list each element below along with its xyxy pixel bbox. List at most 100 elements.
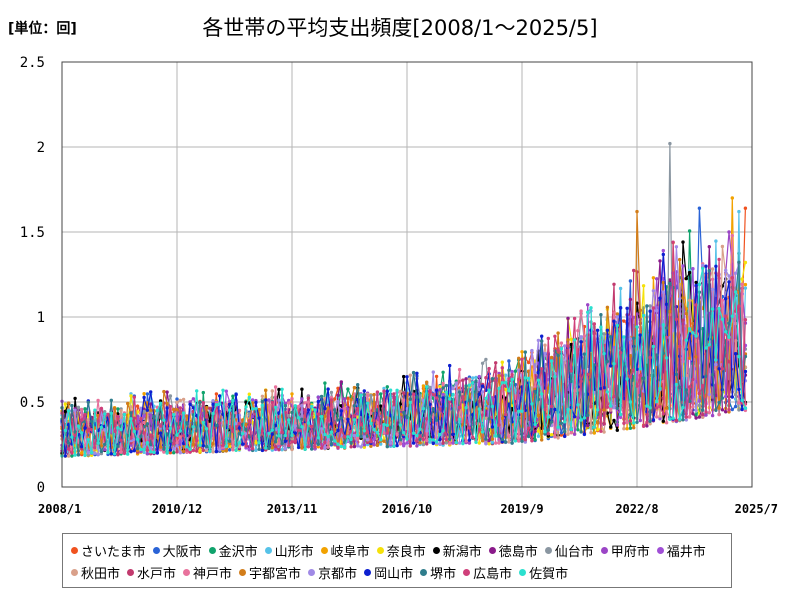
data-point: [329, 442, 334, 446]
data-point: [480, 430, 485, 434]
data-point: [241, 432, 245, 436]
data-point: [155, 408, 159, 413]
data-point: [277, 387, 281, 392]
data-point: [641, 284, 646, 288]
data-point: [464, 439, 468, 443]
data-point: [605, 328, 610, 332]
data-point: [691, 321, 695, 326]
data-point: [323, 432, 327, 437]
data-point: [691, 412, 695, 416]
data-point: [323, 381, 327, 385]
data-point: [362, 435, 366, 439]
data-point: [418, 437, 422, 442]
data-point: [678, 344, 682, 349]
data-point: [273, 405, 278, 409]
data-point: [638, 308, 642, 312]
data-point: [526, 369, 531, 373]
data-point: [454, 440, 458, 445]
data-point: [500, 440, 504, 444]
data-point: [497, 374, 501, 378]
data-point: [372, 437, 376, 441]
data-point: [158, 424, 163, 428]
data-point: [231, 394, 235, 398]
data-point: [349, 441, 353, 445]
data-point: [641, 376, 646, 381]
data-point: [369, 444, 373, 448]
data-point: [109, 398, 114, 402]
data-point: [507, 377, 511, 381]
data-point: [628, 375, 633, 379]
data-point: [645, 304, 649, 308]
data-point: [661, 412, 665, 416]
data-point: [260, 399, 265, 404]
data-point: [398, 423, 403, 427]
data-point: [480, 439, 485, 443]
data-point: [632, 368, 636, 372]
data-point: [457, 417, 462, 422]
data-point: [260, 429, 265, 433]
data-point: [648, 309, 652, 313]
data-point: [172, 447, 176, 451]
data-point: [477, 399, 481, 404]
data-point: [556, 348, 560, 352]
data-point: [687, 229, 692, 233]
legend-marker: [488, 546, 496, 554]
data-point: [319, 414, 324, 419]
data-point: [224, 449, 228, 453]
y-tick-label: 2: [37, 140, 45, 156]
data-point: [356, 436, 360, 441]
data-point: [599, 313, 603, 317]
data-point: [540, 438, 544, 442]
data-point: [609, 407, 613, 411]
data-point: [441, 392, 445, 397]
data-point: [474, 379, 478, 383]
data-point: [66, 454, 71, 458]
data-point: [365, 430, 370, 434]
data-point: [441, 441, 445, 445]
data-point: [267, 398, 271, 402]
data-point: [664, 356, 669, 360]
data-point: [211, 411, 215, 416]
data-point: [612, 406, 616, 410]
data-point: [743, 369, 748, 374]
data-point: [645, 404, 649, 408]
data-point: [484, 376, 488, 380]
data-point: [365, 438, 370, 442]
data-point: [477, 374, 481, 379]
data-point: [106, 450, 110, 455]
data-point: [142, 450, 146, 454]
data-point: [566, 344, 570, 348]
data-point: [418, 394, 422, 398]
legend-label: 金沢市: [218, 544, 258, 560]
legend-item: 水戸市: [127, 561, 176, 583]
data-point: [530, 427, 534, 431]
data-point: [122, 451, 127, 455]
data-point: [402, 431, 406, 435]
data-point: [572, 389, 577, 393]
legend-marker: [183, 568, 191, 576]
data-point: [188, 431, 192, 435]
data-point: [490, 440, 495, 444]
data-point: [612, 418, 616, 423]
data-point: [149, 402, 153, 406]
data-point: [204, 444, 209, 449]
data-point: [428, 385, 432, 390]
data-point: [250, 398, 255, 402]
data-point: [66, 423, 71, 427]
data-point: [178, 398, 182, 403]
data-point: [461, 395, 465, 399]
data-point: [599, 387, 603, 391]
data-point: [530, 386, 534, 390]
data-point: [444, 390, 449, 394]
data-point: [112, 452, 117, 456]
data-point: [303, 408, 307, 412]
data-point: [86, 437, 91, 442]
data-point: [448, 363, 452, 368]
data-point: [602, 408, 606, 412]
data-point: [237, 426, 242, 430]
data-point: [218, 402, 222, 406]
data-point: [191, 397, 196, 401]
data-point: [352, 404, 357, 408]
data-point: [678, 385, 682, 390]
data-point: [651, 344, 656, 349]
